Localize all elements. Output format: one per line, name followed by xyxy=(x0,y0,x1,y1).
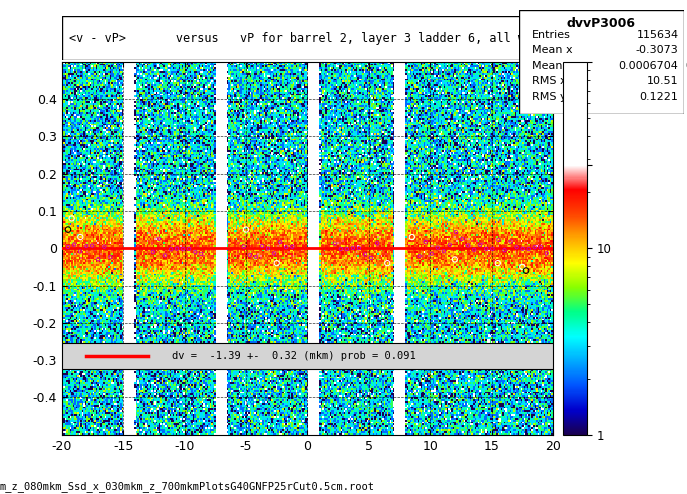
Point xyxy=(80,242,91,250)
Text: dvvP3006: dvvP3006 xyxy=(567,17,635,30)
Point xyxy=(66,214,77,222)
Point xyxy=(262,245,273,252)
Point xyxy=(426,250,437,258)
Point xyxy=(238,243,249,250)
Point xyxy=(75,233,86,241)
Point xyxy=(382,259,393,267)
Point xyxy=(541,249,552,257)
Point xyxy=(372,239,383,247)
Point xyxy=(172,245,183,252)
Point xyxy=(105,253,116,261)
Text: 0²: 0² xyxy=(685,61,687,71)
Point xyxy=(365,254,376,262)
Point xyxy=(444,241,455,249)
Point xyxy=(517,263,528,271)
Point xyxy=(523,245,534,253)
Point xyxy=(99,243,110,250)
Point xyxy=(359,250,370,258)
Point xyxy=(432,244,443,251)
Point xyxy=(271,259,282,267)
Text: -0.3073: -0.3073 xyxy=(636,45,679,55)
Point xyxy=(240,226,251,234)
Text: 115634: 115634 xyxy=(636,30,679,40)
Point xyxy=(190,248,201,256)
Text: RMS y: RMS y xyxy=(532,92,567,102)
Point xyxy=(87,242,98,249)
Point xyxy=(256,242,267,250)
Point xyxy=(521,267,532,275)
Point xyxy=(93,255,104,263)
Point xyxy=(420,238,431,246)
Point xyxy=(196,250,207,258)
Text: Entries: Entries xyxy=(532,30,571,40)
Text: 0.0006704: 0.0006704 xyxy=(619,61,679,71)
Point xyxy=(63,243,74,251)
Point xyxy=(406,233,417,241)
Point xyxy=(159,251,170,259)
Text: m_z_080mkm_Ssd_x_030mkm_z_700mkmPlotsG40GNFP25rCut0.5cm.root: m_z_080mkm_Ssd_x_030mkm_z_700mkmPlotsG40… xyxy=(0,481,375,492)
Point xyxy=(438,247,449,255)
Point xyxy=(462,242,473,249)
Point xyxy=(487,245,498,253)
Point xyxy=(183,245,194,253)
Point xyxy=(166,246,177,253)
Point xyxy=(269,249,280,257)
Point xyxy=(329,240,340,247)
Point xyxy=(449,255,460,263)
Point xyxy=(286,243,297,250)
Point xyxy=(354,244,365,252)
Point xyxy=(475,241,486,249)
Point xyxy=(281,243,292,251)
Point xyxy=(245,251,256,259)
Point xyxy=(341,245,352,253)
Point xyxy=(69,241,80,248)
Point xyxy=(505,238,516,246)
Text: Mean y: Mean y xyxy=(532,61,572,71)
Point xyxy=(481,245,492,253)
Point xyxy=(517,245,528,253)
Text: dv =  -1.39 +-  0.32 (mkm) prob = 0.091: dv = -1.39 +- 0.32 (mkm) prob = 0.091 xyxy=(172,351,416,362)
Point xyxy=(535,244,546,251)
Text: Mean x: Mean x xyxy=(532,45,572,55)
Point xyxy=(457,235,468,243)
Point xyxy=(493,259,504,267)
Point xyxy=(511,243,522,251)
Point xyxy=(63,226,74,234)
Point xyxy=(250,253,261,261)
Text: 10.51: 10.51 xyxy=(647,77,679,86)
Text: RMS x: RMS x xyxy=(532,77,567,86)
Point xyxy=(75,247,86,255)
Point xyxy=(493,236,504,244)
Text: 0.1221: 0.1221 xyxy=(640,92,679,102)
Bar xyxy=(62,343,553,370)
Point xyxy=(275,238,286,246)
Point xyxy=(529,243,540,251)
Point xyxy=(147,248,158,256)
Point xyxy=(178,245,189,253)
Point xyxy=(348,244,359,252)
Point xyxy=(451,228,462,236)
Text: <v - vP>       versus   vP for barrel 2, layer 3 ladder 6, all wafers: <v - vP> versus vP for barrel 2, layer 3… xyxy=(69,32,561,44)
Point xyxy=(469,246,480,254)
Point xyxy=(499,246,510,254)
Point xyxy=(335,245,346,253)
Point xyxy=(153,235,164,243)
Point xyxy=(414,252,425,260)
